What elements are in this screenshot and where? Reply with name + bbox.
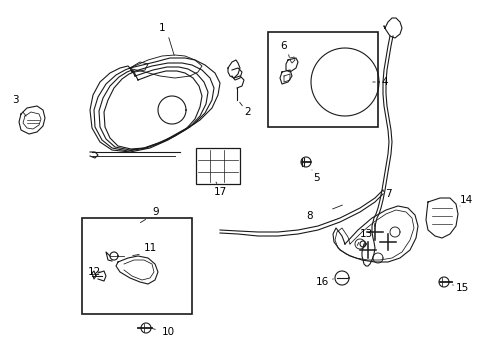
Bar <box>196 148 240 184</box>
Text: 15: 15 <box>455 283 468 293</box>
Text: 9: 9 <box>153 207 159 217</box>
Text: 10: 10 <box>161 327 174 337</box>
Text: 3: 3 <box>12 95 18 105</box>
Text: 2: 2 <box>245 107 251 117</box>
Text: 14: 14 <box>460 195 473 205</box>
Bar <box>82 218 192 314</box>
Text: 16: 16 <box>316 277 329 287</box>
Text: 4: 4 <box>382 77 388 87</box>
Text: 5: 5 <box>313 173 319 183</box>
Text: 13: 13 <box>359 229 372 239</box>
Text: 11: 11 <box>144 243 157 253</box>
Text: 12: 12 <box>87 267 100 277</box>
Text: 8: 8 <box>307 211 313 221</box>
Text: 17: 17 <box>213 187 227 197</box>
Bar <box>268 32 378 127</box>
Text: 6: 6 <box>281 41 287 51</box>
Text: 1: 1 <box>159 23 165 33</box>
Text: 7: 7 <box>385 189 392 199</box>
